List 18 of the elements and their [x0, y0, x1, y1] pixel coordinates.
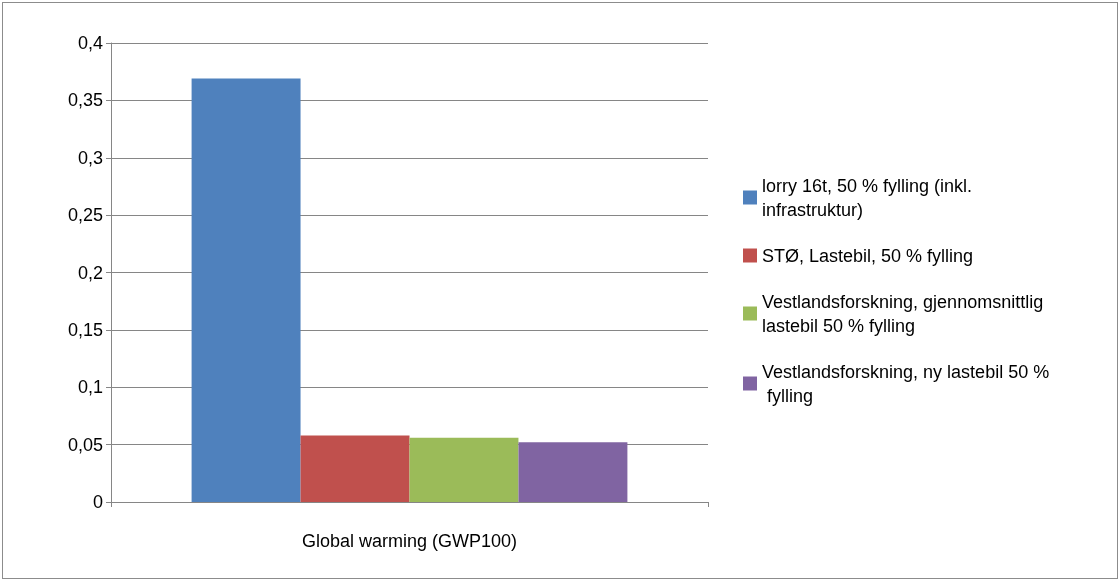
y-tick-label: 0,15	[67, 319, 103, 340]
legend-label: Vestlandsforskning, ny lastebil 50 % fylling	[762, 361, 1050, 406]
y-tick-label: 0	[92, 492, 103, 512]
y-tick-label: 0,05	[67, 434, 103, 455]
x-tick-label: Global warming (GWP100)	[301, 531, 518, 551]
bar	[300, 435, 410, 502]
bar	[409, 437, 519, 502]
bar	[518, 442, 628, 502]
y-tick-label: 0,1	[77, 377, 103, 398]
y-tick-label: 0,4	[77, 33, 103, 53]
y-tick-label: 0,2	[77, 262, 103, 283]
y-tick-label: 0,35	[67, 90, 103, 111]
y-tick-label: 0,25	[67, 205, 103, 226]
bar	[191, 78, 301, 502]
legend-label: lorry 16t, 50 % fylling (inkl. infrastruktur)	[762, 175, 978, 220]
y-tick-label: 0,3	[77, 147, 103, 168]
legend-label: Vestlandsforskning, gjennomsnittlig lastebil 50 % fylling	[762, 291, 1049, 336]
legend-label: STØ, Lastebil, 50 % fylling	[762, 245, 974, 266]
